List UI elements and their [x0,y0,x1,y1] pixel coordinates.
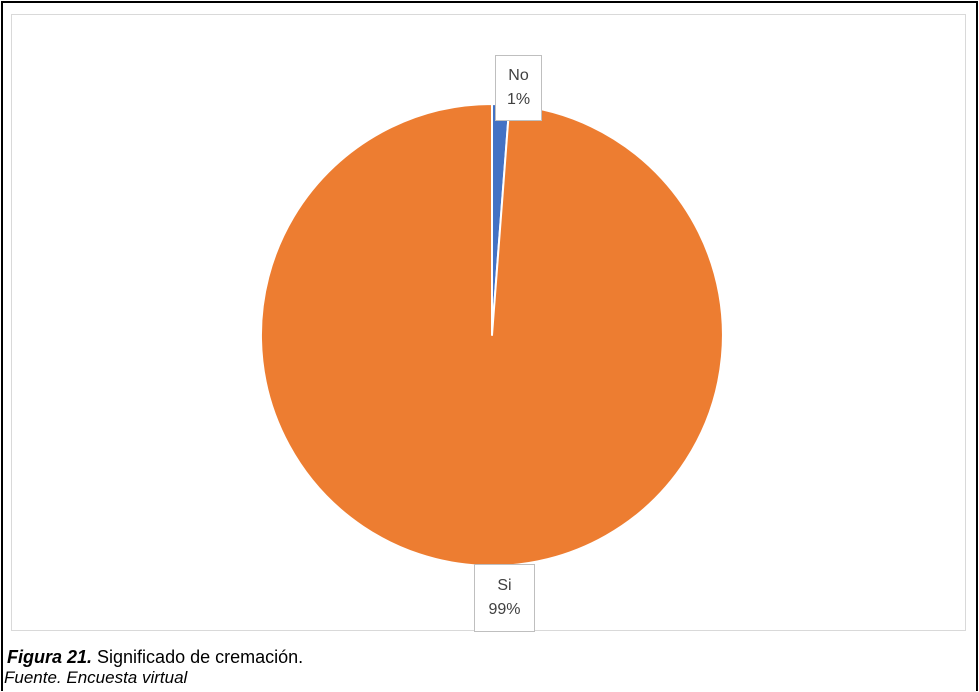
data-label-si-category: Si [497,577,512,594]
figure-source: Fuente. Encuesta virtual [4,668,188,687]
data-label-no-category: No [508,67,529,84]
data-label-no: No 1% [495,55,542,121]
chart-area: No 1% Si 99% [11,14,966,632]
figure-caption-text: Significado de cremación. [92,647,304,667]
figure-caption: Figura 21. Significado de cremación. [7,647,303,668]
data-label-si-percent: 99% [488,601,521,618]
data-label-no-percent: 1% [506,91,531,108]
data-label-si: Si 99% [474,564,535,632]
pie-chart [259,103,724,567]
figure-number: Figura 21. [7,647,93,667]
pie-slice-si [259,103,724,567]
